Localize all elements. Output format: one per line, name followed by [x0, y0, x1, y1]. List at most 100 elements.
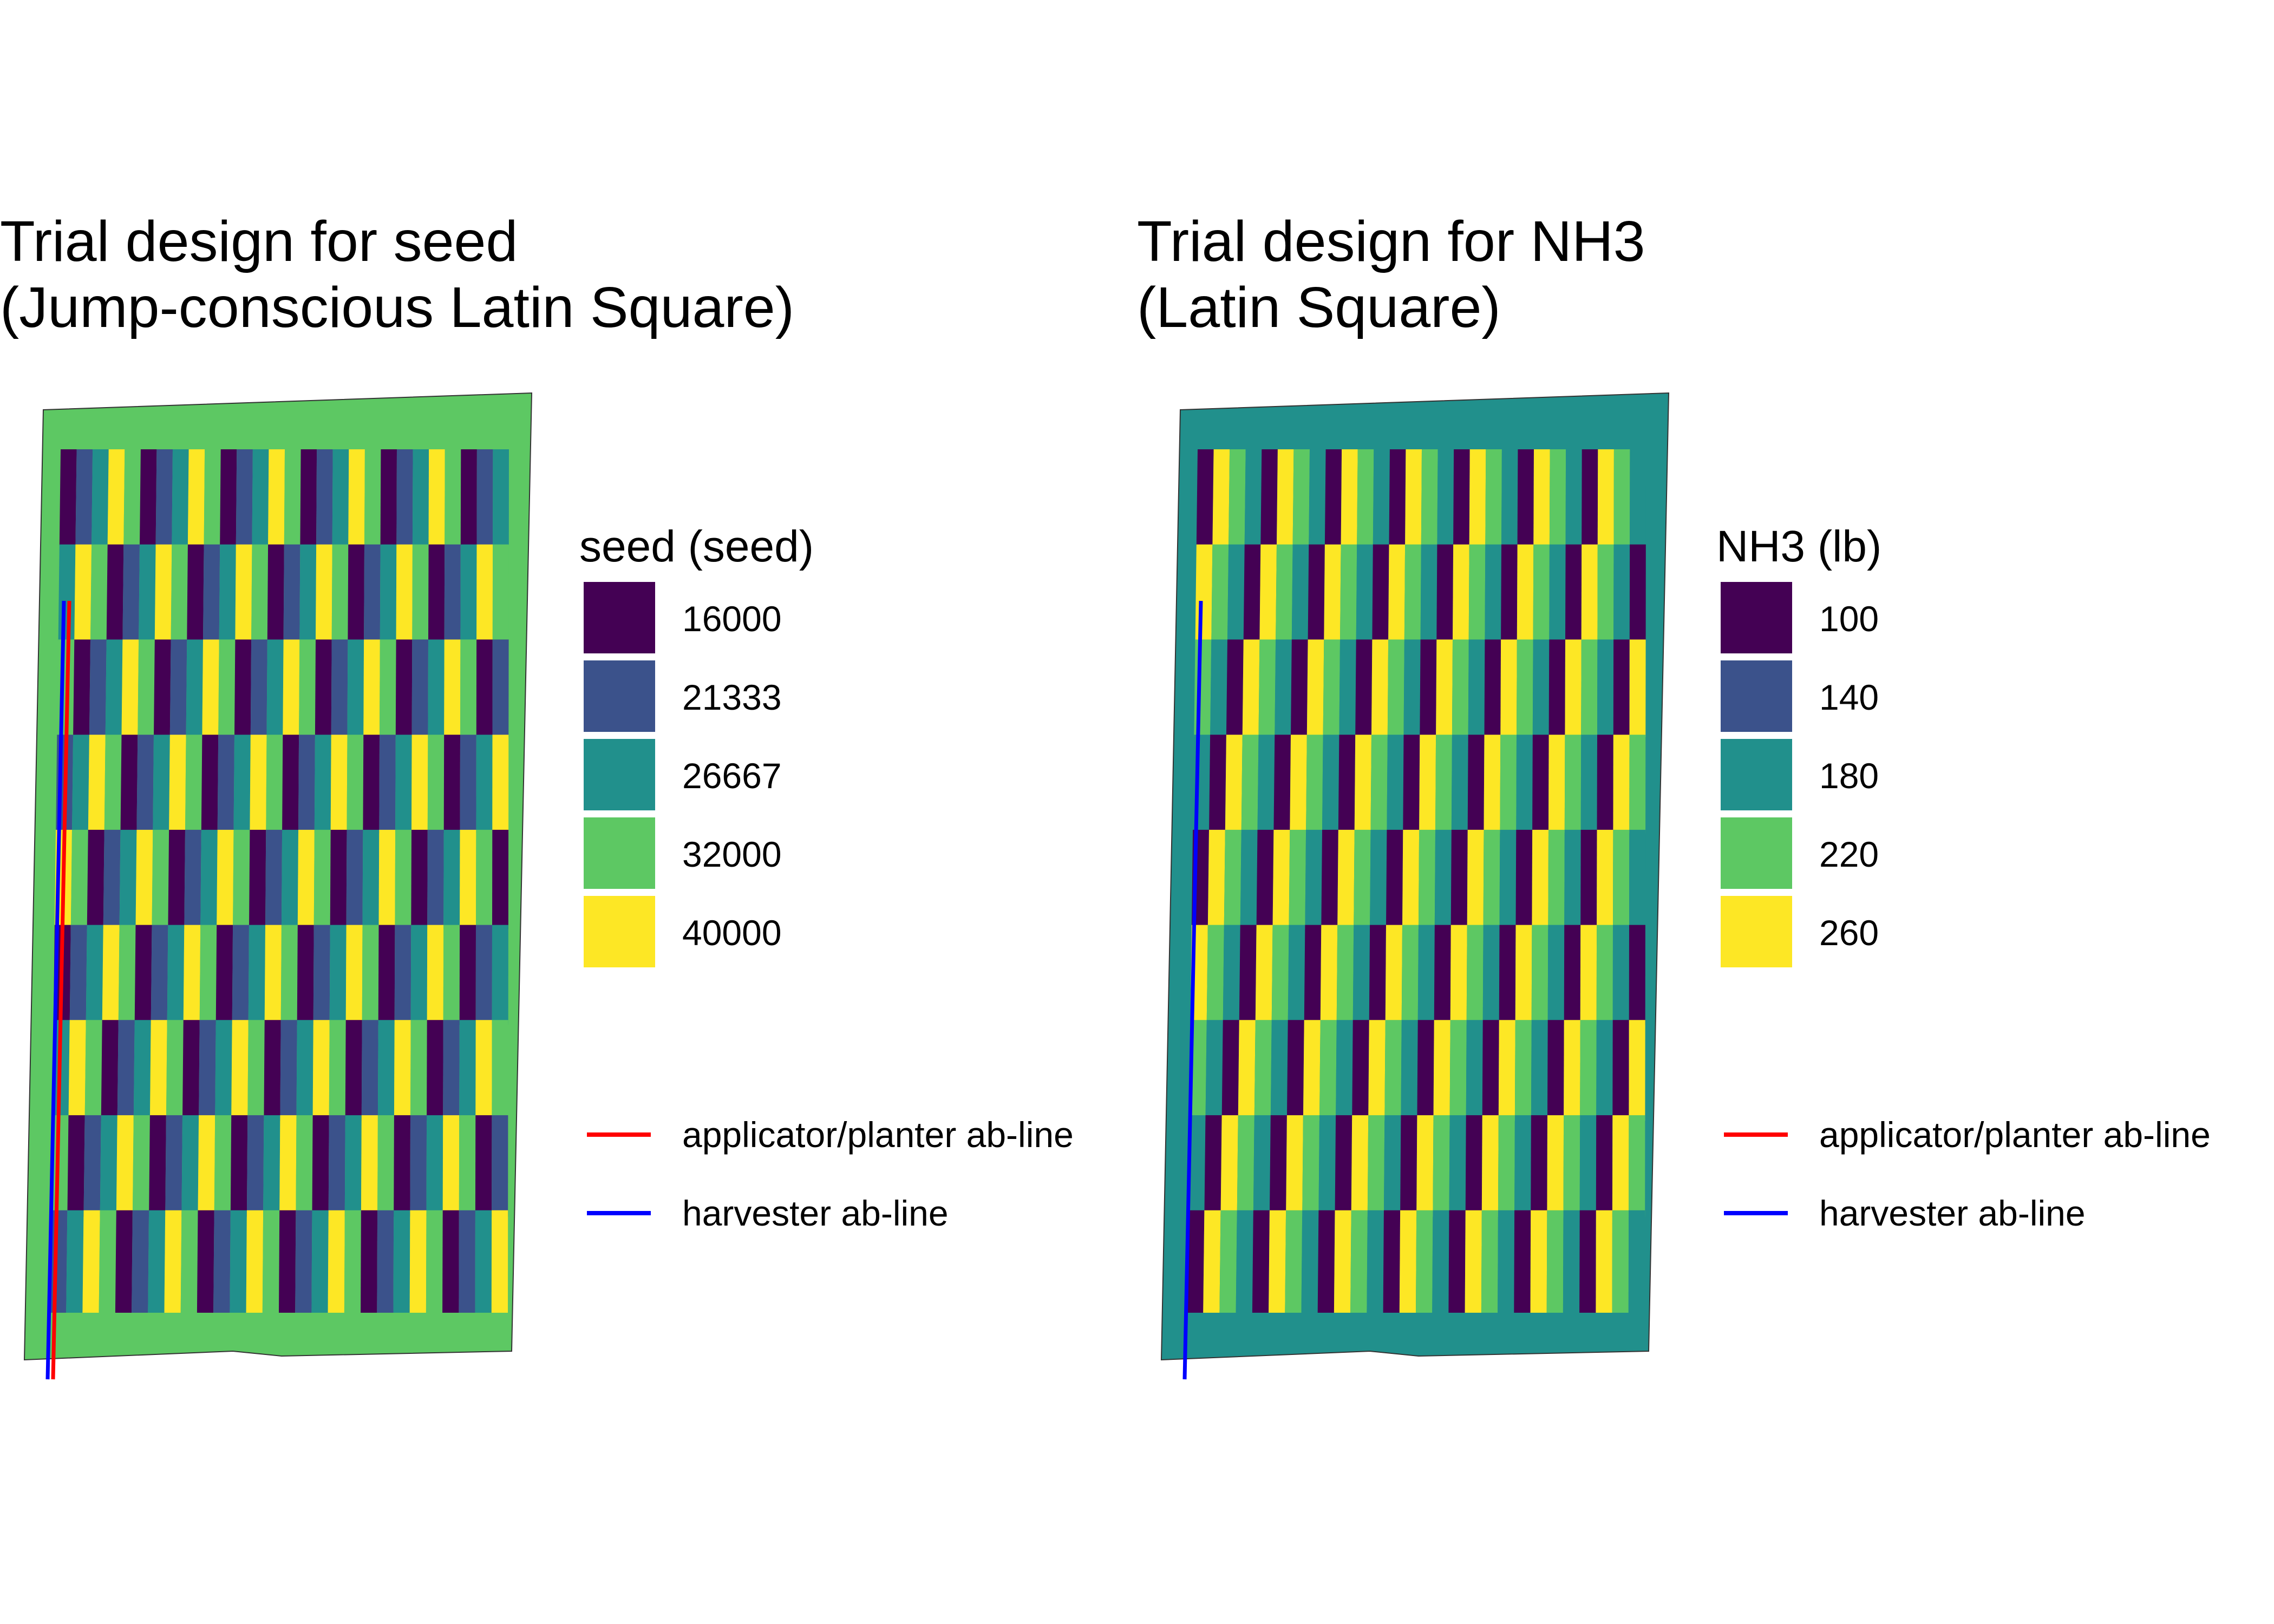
plot-cell [1450, 829, 1468, 929]
plot-cell [1318, 1115, 1336, 1217]
plot-cell [1352, 1020, 1369, 1121]
plot-cell [1288, 925, 1305, 1025]
plot-cell [1597, 639, 1614, 737]
plot-cell [443, 829, 460, 929]
plot-cell [1324, 544, 1341, 641]
plot-cell [1579, 1210, 1596, 1313]
plot-cell [492, 1020, 508, 1121]
plot-cell [1277, 449, 1294, 546]
line-legend-item: applicator/planter ab-line [1716, 1104, 2269, 1183]
plot-cell [345, 925, 363, 1025]
plot-cell [283, 639, 300, 737]
plot-cell [252, 449, 269, 546]
plot-cell [1196, 449, 1214, 546]
plot-cell [1352, 925, 1370, 1025]
plot-cell [395, 829, 411, 929]
legend-label: 140 [1819, 677, 1879, 717]
plot-cell [215, 925, 233, 1025]
plot-cell [1416, 1115, 1434, 1217]
plot-cell [1205, 1020, 1223, 1121]
plot-cell [154, 544, 172, 641]
plot-cell [215, 1020, 232, 1121]
nh3-legend-item: 100 [1716, 582, 2258, 660]
plot-cell [138, 639, 155, 737]
plot-cell [1467, 735, 1485, 833]
plot-cell [378, 829, 396, 929]
plot-cell [251, 544, 269, 641]
plot-cell [363, 639, 380, 737]
plot-cell [1597, 544, 1614, 641]
line-label: applicator/planter ab-line [682, 1115, 1074, 1155]
plot-cell [411, 829, 428, 929]
plot-cell [1565, 449, 1582, 546]
plot-cell [132, 1115, 150, 1217]
plot-cell [363, 735, 380, 833]
plot-cell [1368, 1020, 1386, 1121]
plot-cell [132, 1210, 149, 1313]
plot-cell [262, 1210, 280, 1313]
plot-cell [1436, 639, 1453, 737]
seed-legend-item: 16000 [579, 582, 1121, 660]
plot-cell [169, 639, 187, 737]
plot-cell [92, 449, 109, 546]
line-key [1724, 1132, 1788, 1137]
plot-cell [491, 1210, 508, 1313]
legend-swatch [1721, 660, 1792, 732]
plot-cell [1254, 1020, 1272, 1121]
plot-cell [445, 449, 461, 546]
plot-cell [299, 544, 317, 641]
plot-cell [265, 829, 283, 929]
plot-cell [1209, 735, 1226, 833]
plot-cell [233, 735, 251, 833]
line-legend-item: harvester ab-line [1716, 1183, 2269, 1261]
plot-cell [332, 449, 349, 546]
plot-cell [296, 1115, 313, 1217]
plot-cell [1286, 1020, 1304, 1121]
plot-cell [331, 544, 349, 641]
seed-title-line1: Trial design for seed [0, 209, 518, 273]
legend-label: 16000 [682, 599, 782, 639]
plot-cell [1436, 544, 1454, 641]
plot-cell [99, 1210, 116, 1313]
legend-label: 180 [1819, 756, 1879, 796]
plot-cell [298, 735, 315, 833]
plot-cell [248, 925, 265, 1025]
plot-cell [1257, 735, 1275, 833]
plot-cell [236, 449, 253, 546]
plot-cell [217, 735, 234, 833]
plot-cell [1367, 1115, 1385, 1217]
plot-cell [1532, 639, 1550, 737]
plot-cell [377, 1020, 395, 1121]
plot-cell [182, 1020, 200, 1121]
plot-cell [410, 1020, 427, 1121]
plot-cell [214, 1115, 232, 1217]
plot-cell [1629, 925, 1645, 1025]
plot-cell [459, 1210, 475, 1313]
plot-cell [346, 829, 363, 929]
plot-cell [1317, 1210, 1335, 1313]
nh3-legend-title: NH3 (lb) [1716, 522, 1882, 571]
legend-label: 40000 [682, 913, 782, 953]
plot-cell [1340, 544, 1357, 641]
plot-cell [297, 829, 315, 929]
plot-cell [82, 1210, 100, 1313]
plot-cell [1629, 639, 1646, 737]
plot-cell [1285, 1210, 1303, 1313]
plot-cell [312, 1115, 329, 1217]
plot-cell [361, 1020, 378, 1121]
plot-cell [1516, 735, 1533, 833]
plot-cell [1369, 925, 1386, 1025]
plot-cell [1548, 735, 1565, 833]
plot-cell [284, 449, 301, 546]
plot-cell [283, 544, 300, 641]
plot-cell [460, 829, 476, 929]
plot-cell [115, 1210, 133, 1313]
plot-cell [1466, 1020, 1483, 1121]
plot-cell [1219, 1210, 1237, 1313]
plot-cell [1449, 1020, 1467, 1121]
plot-cell [1207, 829, 1225, 929]
plot-cell [266, 639, 284, 737]
plot-cell [1546, 1210, 1564, 1313]
seed-legend-item: 26667 [579, 739, 1121, 817]
plot-cell [295, 1210, 312, 1313]
